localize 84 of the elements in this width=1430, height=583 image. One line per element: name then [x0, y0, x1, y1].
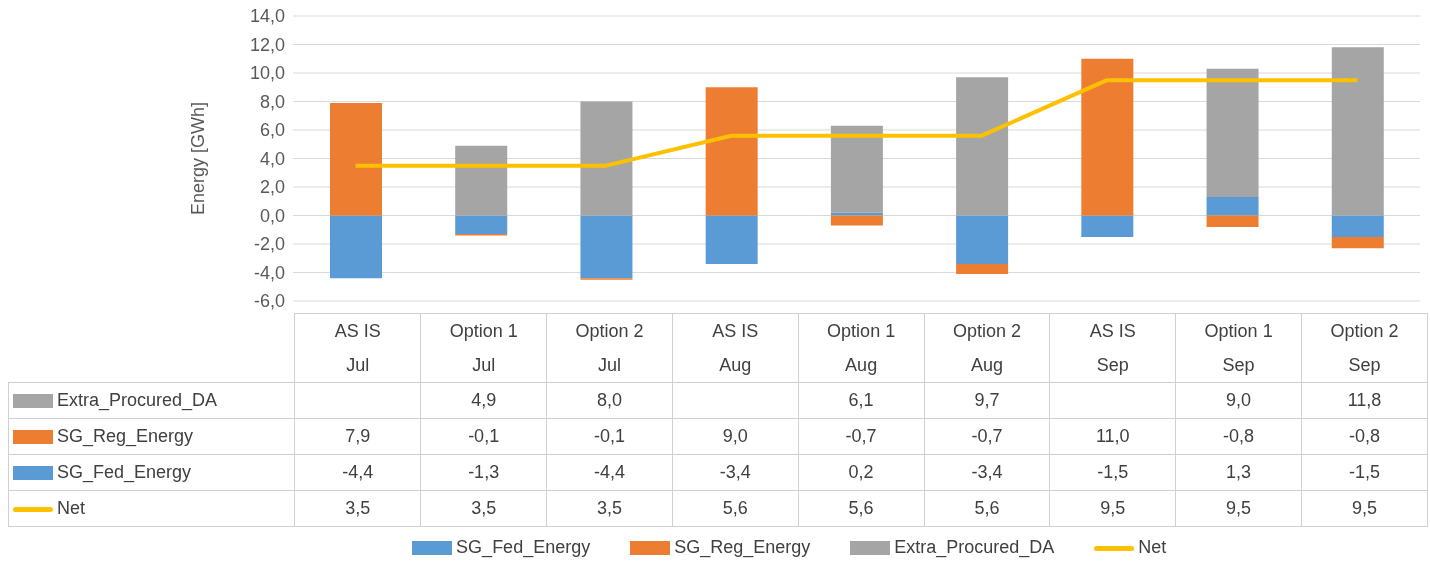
bar — [956, 215, 1009, 264]
y-tick-label: 2,0 — [259, 177, 285, 198]
x-tick-label: Option 1 Sep — [1175, 313, 1302, 383]
bar — [455, 215, 508, 235]
data-label: 9,5 — [1175, 490, 1302, 527]
data-label: 0,2 — [798, 454, 925, 491]
data-label: -1,5 — [1049, 454, 1176, 491]
y-tick-label: 6,0 — [259, 120, 285, 141]
bar — [1331, 47, 1384, 216]
text: SG_Reg_Energy — [674, 537, 811, 557]
data-label: 9,5 — [1301, 490, 1428, 527]
legend-label: Extra_Procured_DA — [8, 382, 295, 419]
data-label: 9,0 — [1175, 382, 1302, 419]
data-label: 5,6 — [798, 490, 925, 527]
text: Net — [57, 498, 86, 518]
bar — [705, 87, 758, 216]
bar — [1206, 68, 1259, 197]
bar — [830, 215, 883, 226]
data-label: -3,4 — [924, 454, 1050, 491]
bar — [580, 101, 633, 216]
y-tick-label: 4,0 — [259, 148, 285, 169]
data-label: -4,4 — [546, 454, 673, 491]
data-label: 3,5 — [294, 490, 421, 527]
y-tick-label: 12,0 — [249, 34, 285, 55]
bar — [956, 77, 1009, 216]
data-label: 9,0 — [672, 418, 799, 455]
data-label: -0,7 — [924, 418, 1050, 455]
data-label: 7,9 — [294, 418, 421, 455]
bar — [330, 215, 382, 279]
data-label: 1,3 — [1175, 454, 1302, 491]
bar — [956, 263, 1009, 274]
text: Extra_Procured_DA — [894, 537, 1055, 557]
data-label: 9,5 — [1049, 490, 1176, 527]
data-label: -3,4 — [672, 454, 799, 491]
x-tick-label: AS IS Aug — [672, 313, 799, 383]
bar — [705, 215, 758, 264]
y-tick-label: -6,0 — [253, 291, 285, 312]
data-label: -4,4 — [294, 454, 421, 491]
x-tick-label: Option 2 Aug — [924, 313, 1050, 383]
legend-label: SG_Fed_Energy — [8, 454, 295, 491]
y-tick-label: -2,0 — [253, 234, 285, 255]
bar — [830, 212, 883, 216]
bar — [455, 145, 508, 216]
data-label: 6,1 — [798, 382, 925, 419]
bar — [330, 102, 382, 216]
bar — [1331, 215, 1384, 237]
bar — [1331, 236, 1384, 249]
data-label: 11,8 — [1301, 382, 1428, 419]
y-tick-label: 8,0 — [259, 91, 285, 112]
x-tick-label: Option 2 Jul — [546, 313, 673, 383]
y-tick-label: 10,0 — [249, 63, 285, 84]
data-label: -1,3 — [420, 454, 547, 491]
x-tick-label: Option 1 Jul — [420, 313, 547, 383]
bar — [580, 215, 633, 279]
data-label: 5,6 — [924, 490, 1050, 527]
x-tick-label: AS IS Jul — [294, 313, 421, 383]
data-label: -0,7 — [798, 418, 925, 455]
text: SG_Fed_Energy — [456, 537, 591, 557]
data-label: 9,7 — [924, 382, 1050, 419]
y-tick-label: -4,0 — [253, 262, 285, 283]
data-label: -1,5 — [1301, 454, 1428, 491]
bar — [830, 125, 883, 213]
data-label: -0,1 — [546, 418, 673, 455]
bar — [1081, 58, 1134, 216]
bar — [1081, 215, 1134, 237]
x-tick-label: Option 1 Aug — [798, 313, 925, 383]
bar — [1206, 196, 1259, 216]
x-tick-label: Option 2 Sep — [1301, 313, 1428, 383]
y-tick-label: 0,0 — [259, 205, 285, 226]
data-label: -0,8 — [1175, 418, 1302, 455]
bar — [1206, 215, 1259, 227]
data-label: -0,1 — [420, 418, 547, 455]
data-label: 8,0 — [546, 382, 673, 419]
legend-label: SG_Reg_Energy — [8, 418, 295, 455]
data-label: -0,8 — [1301, 418, 1428, 455]
y-tick-label: 14,0 — [249, 6, 285, 27]
x-tick-label: AS IS Sep — [1049, 313, 1176, 383]
data-label: 3,5 — [420, 490, 547, 527]
legend-label: Net — [1137, 537, 1167, 558]
data-label: 5,6 — [672, 490, 799, 527]
data-label: 3,5 — [546, 490, 673, 527]
data-label: 4,9 — [420, 382, 547, 419]
data-label: 11,0 — [1049, 418, 1176, 455]
y-axis-title: Energy [GWh] — [188, 101, 209, 216]
